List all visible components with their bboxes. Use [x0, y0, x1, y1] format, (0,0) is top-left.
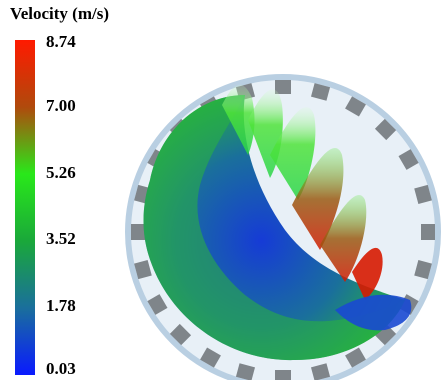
velocity-colorbar: [15, 40, 35, 375]
particle-stream-3: [270, 107, 316, 200]
particle-rim: [143, 95, 405, 361]
tick-label-min: 0.03: [46, 359, 76, 378]
drum-simulation-image: [125, 74, 441, 380]
tick-label-2: 7.00: [46, 96, 76, 115]
tick-label-5: 1.78: [46, 296, 76, 315]
legend-title: Velocity (m/s): [10, 4, 109, 23]
particle-stream-1: [222, 84, 255, 155]
particle-tail: [335, 294, 412, 331]
particle-stream-4: [292, 148, 344, 250]
tick-label-3: 5.26: [46, 163, 76, 182]
tick-label-4: 3.52: [46, 229, 76, 248]
particle-stream-6: [352, 247, 383, 300]
tick-label-max: 8.74: [46, 32, 76, 51]
particle-stream-5: [320, 195, 367, 282]
